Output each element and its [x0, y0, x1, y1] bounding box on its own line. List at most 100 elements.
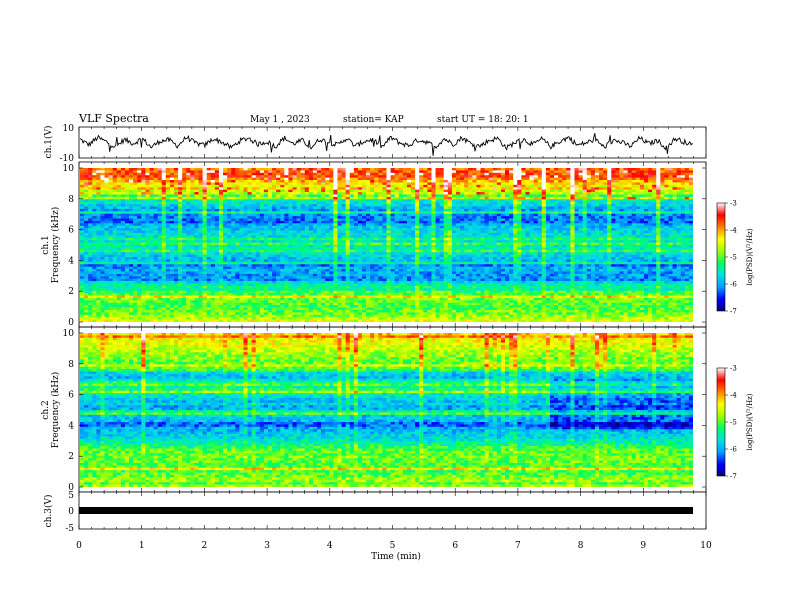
spectrogram-cell: [202, 213, 207, 217]
spectrogram-cell: [656, 201, 661, 205]
spectrogram-cell: [537, 201, 543, 205]
spectrogram-cell: [423, 175, 428, 178]
spectrogram-cell: [337, 232, 342, 236]
spectrogram-cell: [210, 177, 216, 181]
spectrogram-cell: [129, 225, 134, 229]
spectrogram-cell: [92, 172, 97, 176]
spectrogram-cell: [549, 204, 555, 207]
spectrogram-cell: [267, 232, 273, 236]
spectrogram-cell: [419, 220, 424, 224]
spectrogram-cell: [652, 218, 657, 222]
spectrogram-cell: [541, 194, 547, 198]
spectrogram-cell: [267, 170, 273, 174]
spectrogram-cell: [124, 201, 130, 205]
spectrogram-cell: [390, 237, 395, 241]
spectrogram-cell: [133, 182, 138, 186]
spectrogram-cell: [374, 213, 379, 217]
spectrogram-cell: [590, 228, 596, 231]
spectrogram-cell: [406, 201, 412, 205]
spectrogram-cell: [623, 187, 628, 190]
spectrogram-cell: [124, 189, 130, 193]
spectrogram-cell: [137, 168, 142, 171]
spectrogram-cell: [112, 216, 118, 219]
spectrogram-cell: [292, 242, 297, 246]
spectrogram-cell: [549, 194, 555, 198]
spectrogram-cell: [382, 175, 387, 178]
spectrogram-cell: [402, 199, 408, 202]
spectrogram-cell: [509, 192, 514, 195]
spectrogram-cell: [178, 223, 183, 227]
spectrogram-cell: [419, 230, 424, 234]
spectrogram-cell: [443, 235, 449, 239]
spectrogram-cell: [460, 206, 465, 210]
spectrogram-cell: [529, 184, 534, 188]
spectrogram-cell: [341, 225, 346, 229]
spectrogram-cell: [267, 230, 273, 234]
spectrogram-cell: [668, 216, 673, 219]
spectrogram-cell: [112, 225, 118, 229]
spectrogram-cell: [439, 192, 445, 195]
spectrogram-cell: [247, 204, 252, 207]
spectrogram-cell: [235, 228, 240, 231]
spectrogram-cell: [255, 228, 261, 231]
spectrogram-cell: [304, 204, 310, 207]
spectrogram-cell: [161, 245, 167, 248]
spectrogram-cell: [451, 168, 457, 171]
spectrogram-cell: [276, 216, 281, 219]
spectrogram-cell: [124, 216, 130, 219]
spectrogram-cell: [648, 218, 653, 222]
spectrogram-cell: [218, 230, 224, 234]
spectrogram-cell: [521, 184, 526, 188]
ch1-waveform-line: [79, 133, 694, 156]
spectrogram-cell: [120, 242, 126, 246]
spectrogram-cell: [329, 232, 334, 236]
spectrogram-cell: [96, 170, 101, 174]
spectrogram-cell: [361, 180, 367, 183]
spectrogram-cell: [582, 189, 588, 193]
spectrogram-cell: [468, 232, 473, 236]
spectrogram-cell: [153, 218, 158, 222]
spectrogram-cell: [639, 216, 645, 219]
spectrogram-cell: [558, 223, 563, 227]
spectrogram-cell: [623, 201, 628, 205]
spectrogram-cell: [182, 177, 187, 181]
spectrogram-cell: [182, 240, 187, 243]
spectrogram-cell: [660, 208, 665, 212]
spectrogram-cell: [325, 245, 330, 248]
spectrogram-cell: [321, 242, 326, 246]
spectrogram-cell: [96, 187, 101, 190]
spectrogram-cell: [349, 225, 355, 229]
spectrogram-cell: [509, 168, 514, 171]
spectrogram-cell: [390, 184, 395, 188]
spectrogram-cell: [288, 240, 293, 243]
spectrogram-cell: [480, 172, 485, 176]
spectrogram-cell: [169, 232, 175, 236]
spectrogram-cell: [292, 216, 297, 219]
spectrogram-cell: [586, 235, 592, 239]
spectrogram-cell: [505, 189, 510, 193]
spectrogram-cell: [169, 230, 175, 234]
spectrogram-cell: [406, 168, 412, 171]
spectrogram-cell: [137, 242, 142, 246]
spectrogram-cell: [656, 204, 661, 207]
spectrogram-cell: [214, 211, 220, 215]
spectrogram-cell: [643, 206, 649, 210]
spectrogram-cell: [439, 182, 445, 186]
spectrogram-cell: [423, 220, 428, 224]
spectrogram-cell: [411, 208, 416, 212]
spectrogram-cell: [521, 235, 526, 239]
spectrogram-cell: [533, 211, 539, 215]
spectrogram-cell: [668, 237, 673, 241]
spectrogram-cell: [382, 170, 387, 174]
spectrogram-cell: [488, 228, 494, 231]
spectrogram-cell: [321, 192, 326, 195]
spectrogram-cell: [554, 208, 559, 212]
spectrogram-cell: [623, 170, 628, 174]
spectrogram-cell: [272, 206, 277, 210]
spectrogram-cell: [84, 220, 89, 224]
spectrogram-cell: [525, 235, 530, 239]
spectrogram-cell: [133, 196, 138, 200]
spectrogram-cell: [390, 180, 395, 183]
spectrogram-cell: [676, 170, 682, 174]
spectrogram-cell: [619, 180, 624, 183]
